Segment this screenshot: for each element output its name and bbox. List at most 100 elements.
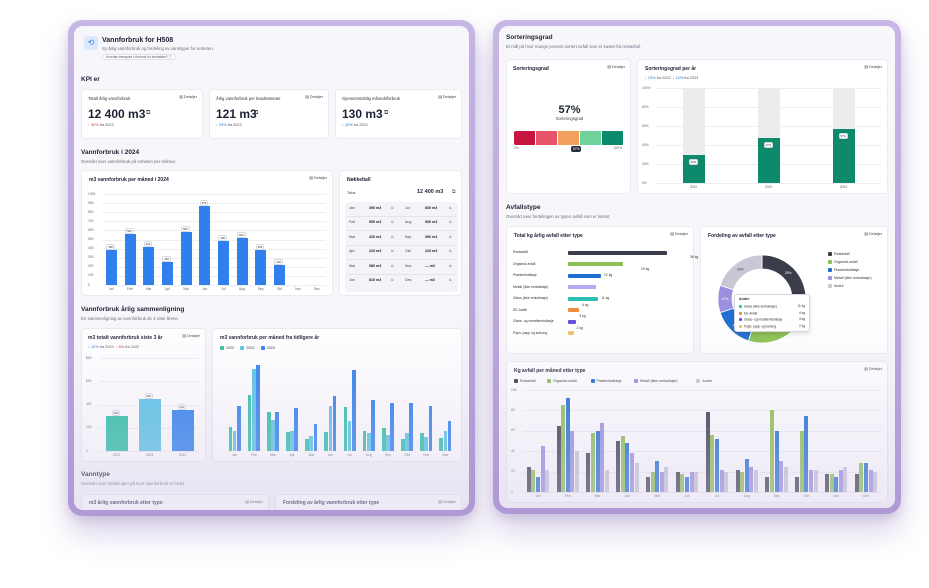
bar <box>740 471 745 492</box>
bar <box>765 476 770 492</box>
kf-value: — m3 <box>425 263 435 268</box>
bar <box>124 234 136 285</box>
legend-swatch <box>547 379 551 383</box>
bar <box>620 435 625 492</box>
grid-line <box>102 257 326 259</box>
details-button[interactable]: Detaljer <box>309 176 327 181</box>
gauge-card: Sorteringsgrad Detaljer 57% Sorteringsgr… <box>506 59 631 194</box>
legend-swatch <box>828 268 832 272</box>
details-button[interactable]: Detaljer <box>438 95 456 100</box>
bar <box>531 469 536 492</box>
details-button[interactable]: Detaljer <box>245 500 263 505</box>
info-icon: ⓘ <box>168 55 172 59</box>
data-label: 560 <box>144 392 154 399</box>
details-button[interactable]: Detaljer <box>607 65 625 70</box>
watertype-subtitle: Oversikt over fordelingen på hvor vannfo… <box>81 481 186 486</box>
data-label: 380 <box>255 244 265 251</box>
copy-icon: ⧉ <box>391 234 394 239</box>
data-label: 380 <box>111 409 121 416</box>
bar <box>650 471 655 492</box>
info-tag[interactable]: Hvordan beregnes vi forbruk for kontrakt… <box>102 54 176 60</box>
copy-icon[interactable]: ⧉ <box>384 110 389 116</box>
details-button[interactable]: Detaljer <box>864 232 882 237</box>
bar <box>409 402 414 451</box>
data-label: 870 <box>199 199 209 206</box>
kpi-card-total: Totalt årlig vannforbruk Detaljer 12 400… <box>81 89 203 139</box>
bar <box>255 250 267 285</box>
page-title: Sorteringsgrad <box>506 34 553 41</box>
y-tick-label: 0 <box>511 489 513 494</box>
details-button[interactable]: Detaljer <box>179 95 197 100</box>
tooltip-value: 4 kg <box>798 310 805 315</box>
x-tick-label: 2024 <box>178 452 187 457</box>
bar <box>401 438 405 451</box>
bar <box>540 446 545 492</box>
data-label: 12 kg <box>604 273 613 277</box>
tooltip-value: 3 kg <box>798 317 805 321</box>
bar <box>724 471 729 492</box>
y-tick-label: 80% <box>642 104 649 109</box>
details-button[interactable]: Detaljer <box>305 95 323 100</box>
bar <box>545 469 550 492</box>
arrow-down-icon: ↓ <box>88 345 90 349</box>
legend-swatch <box>696 379 701 383</box>
row-divider <box>347 216 456 217</box>
bar <box>447 421 452 451</box>
donut-slice[interactable] <box>761 254 807 300</box>
copy-icon[interactable]: ⧉ <box>452 189 456 195</box>
y-tick-label: 100 <box>88 273 94 278</box>
grid-line <box>523 451 881 453</box>
bar <box>217 241 229 285</box>
legend-item: Organisk avfall <box>828 260 858 265</box>
bar <box>143 246 155 285</box>
kpi-since: fra 2023 <box>99 123 114 127</box>
details-button[interactable]: Detaljer <box>438 500 456 505</box>
category-label: Metall (ikke emballasje) <box>513 284 549 289</box>
copy-icon: ⧉ <box>391 249 394 254</box>
data-label: 440 <box>177 404 187 411</box>
bar <box>105 250 117 285</box>
bar <box>719 469 724 492</box>
bar <box>271 420 275 451</box>
bar <box>630 453 635 492</box>
kpi-delta: 50% <box>90 123 99 127</box>
page-title: Vannforbruk for H508 <box>102 37 174 44</box>
x-tick-label: Sep <box>773 493 780 498</box>
x-tick-label: Apr <box>164 286 170 291</box>
donut-slice[interactable] <box>719 254 763 291</box>
copy-icon[interactable]: ⧉ <box>254 110 259 116</box>
water-icon: ⟲ <box>84 36 98 50</box>
bar <box>600 422 605 492</box>
details-button[interactable]: Detaljer <box>670 232 688 237</box>
arrow-down-icon: ↓ <box>216 123 218 127</box>
bar <box>309 436 314 451</box>
legend-item: 2023 <box>240 346 254 351</box>
kpi-card-title: Gjennomsnittlig månedsforbruk <box>342 96 400 101</box>
kf-month: Sep <box>405 234 412 239</box>
legend-label: Andre <box>702 378 712 383</box>
donut-slice-label: 25% <box>785 271 792 275</box>
waste-horizontal-bar-chart: Restavfall 36 kg Organisk avfall 20 kg Plast… <box>513 247 698 351</box>
copy-icon: ⧉ <box>449 278 452 282</box>
x-tick-label: Mar <box>594 493 601 498</box>
gauge-max: 100% <box>613 146 622 150</box>
bar <box>405 433 409 451</box>
grid-line <box>102 221 326 223</box>
bar <box>604 469 609 492</box>
watertype-donut-card: Fordeling av årlig vannforbruk etter typ… <box>275 494 462 510</box>
bar <box>228 426 233 451</box>
x-tick-label: Sep <box>384 452 391 457</box>
details-button[interactable]: Detaljer <box>864 65 882 70</box>
x-tick-label: 2023 <box>145 452 154 457</box>
grid-line <box>523 492 881 493</box>
kpi-card-title: Totalt årlig vannforbruk <box>88 96 131 101</box>
legend-item: Metall (ikke emballasje) <box>634 379 678 384</box>
kpi-card-title: Årlig vannforbruk per kvadratmeter <box>216 96 281 101</box>
bar <box>655 461 660 492</box>
bar <box>854 473 859 492</box>
bar <box>180 232 192 285</box>
details-button[interactable]: Detaljer <box>864 367 882 372</box>
details-button[interactable]: Detaljer <box>182 334 200 339</box>
copy-icon[interactable]: ⧉ <box>146 110 151 116</box>
bar <box>568 273 601 278</box>
